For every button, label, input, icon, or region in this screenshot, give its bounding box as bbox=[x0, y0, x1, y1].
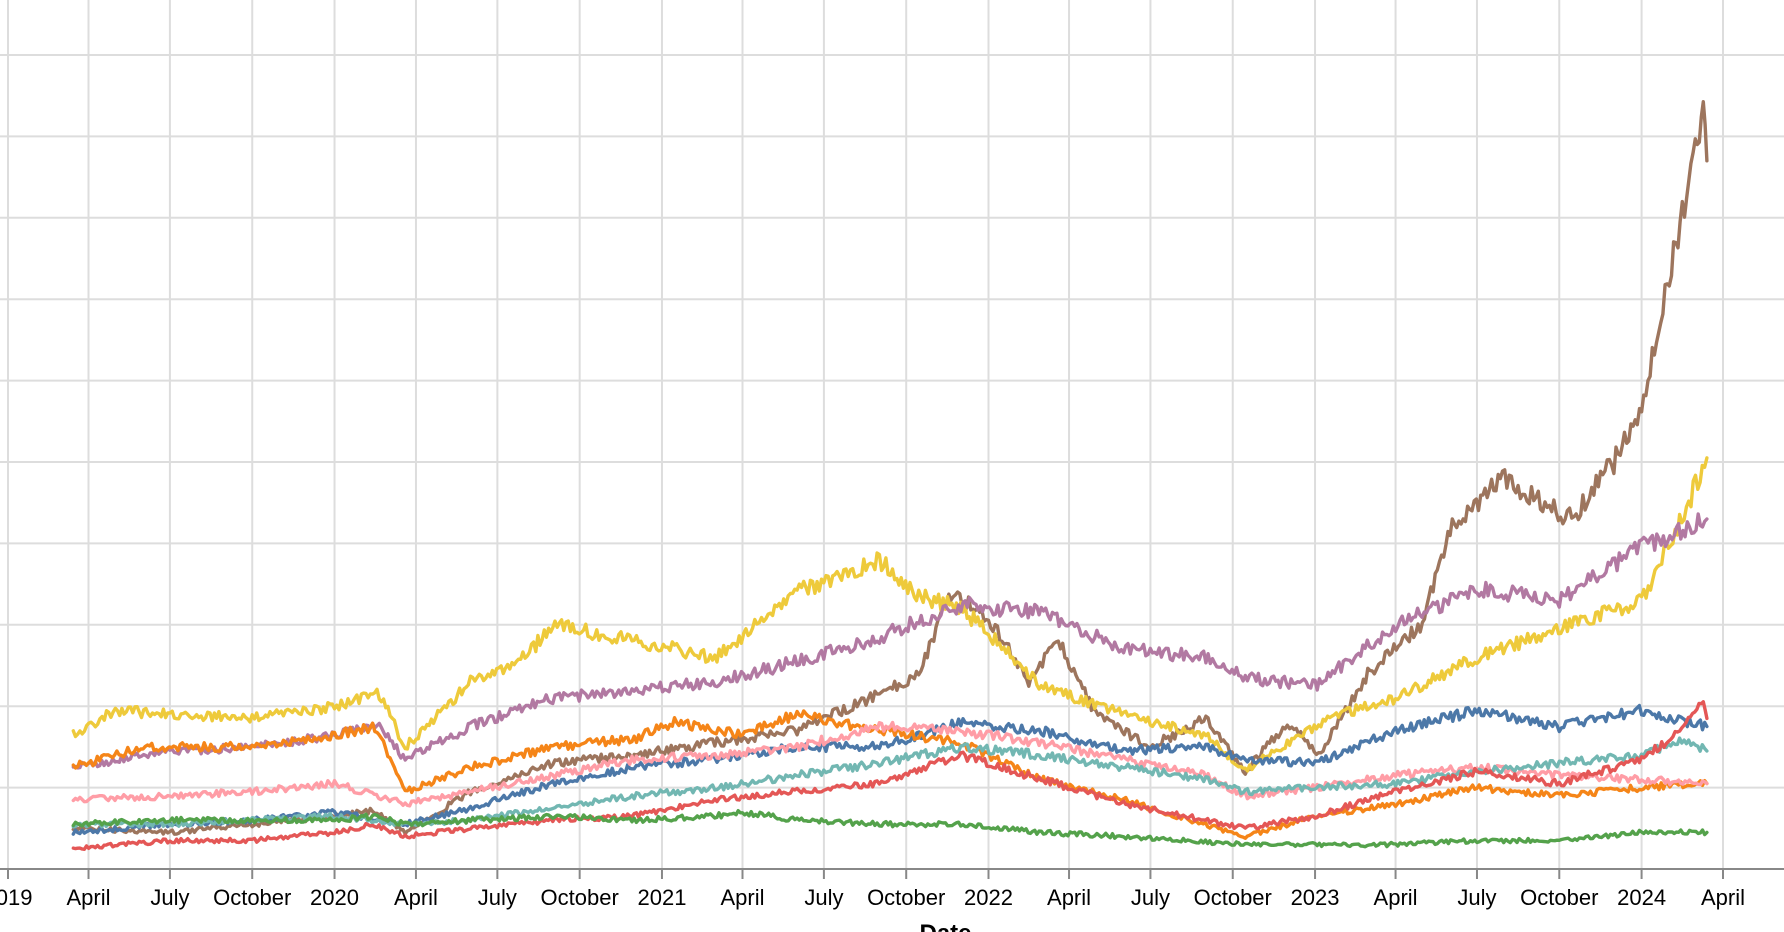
x-tick-label: October bbox=[541, 885, 619, 910]
series-line-6 bbox=[71, 720, 1709, 808]
x-tick-label: 2023 bbox=[1291, 885, 1340, 910]
series-line-5 bbox=[71, 709, 1709, 840]
x-tick-label: July bbox=[478, 885, 517, 910]
series-line-2 bbox=[71, 456, 1709, 773]
series-line-9 bbox=[71, 809, 1709, 849]
x-axis-ticks: 2019 April July October 2020 April July October… bbox=[0, 869, 1745, 910]
x-tick-label: April bbox=[1374, 885, 1418, 910]
x-tick-label: July bbox=[150, 885, 189, 910]
x-tick-label: April bbox=[1047, 885, 1091, 910]
x-tick-label: 2024 bbox=[1617, 885, 1666, 910]
series-line-8 bbox=[71, 700, 1709, 851]
x-tick-label: 2021 bbox=[637, 885, 686, 910]
x-tick-label: July bbox=[1457, 885, 1496, 910]
x-axis-title: Date bbox=[919, 920, 971, 932]
x-tick-label: April bbox=[394, 885, 438, 910]
x-gridlines bbox=[7, 0, 1724, 869]
x-tick-label: October bbox=[867, 885, 945, 910]
x-tick-label: April bbox=[1701, 885, 1745, 910]
x-tick-label: April bbox=[720, 885, 764, 910]
series-line-4 bbox=[71, 703, 1709, 836]
x-tick-label: July bbox=[804, 885, 843, 910]
series-line-1 bbox=[71, 100, 1709, 836]
x-tick-label: July bbox=[1131, 885, 1170, 910]
x-tick-label: 2020 bbox=[310, 885, 359, 910]
x-tick-label: October bbox=[1520, 885, 1598, 910]
x-tick-label: October bbox=[213, 885, 291, 910]
series-lines bbox=[71, 100, 1709, 851]
x-tick-label: 2019 bbox=[0, 885, 32, 910]
y-gridlines bbox=[0, 54, 1784, 789]
x-tick-label: 2022 bbox=[964, 885, 1013, 910]
x-tick-label: April bbox=[67, 885, 111, 910]
x-tick-label: October bbox=[1194, 885, 1272, 910]
series-line-7 bbox=[71, 736, 1709, 829]
